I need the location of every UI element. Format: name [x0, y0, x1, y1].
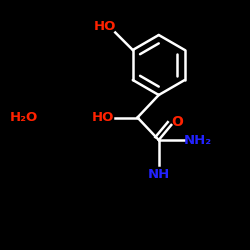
- Text: H₂O: H₂O: [10, 111, 38, 124]
- Text: NH₂: NH₂: [184, 134, 212, 146]
- Text: O: O: [172, 116, 183, 130]
- Text: HO: HO: [94, 20, 116, 33]
- Text: HO: HO: [91, 111, 114, 124]
- Text: NH: NH: [148, 168, 170, 181]
